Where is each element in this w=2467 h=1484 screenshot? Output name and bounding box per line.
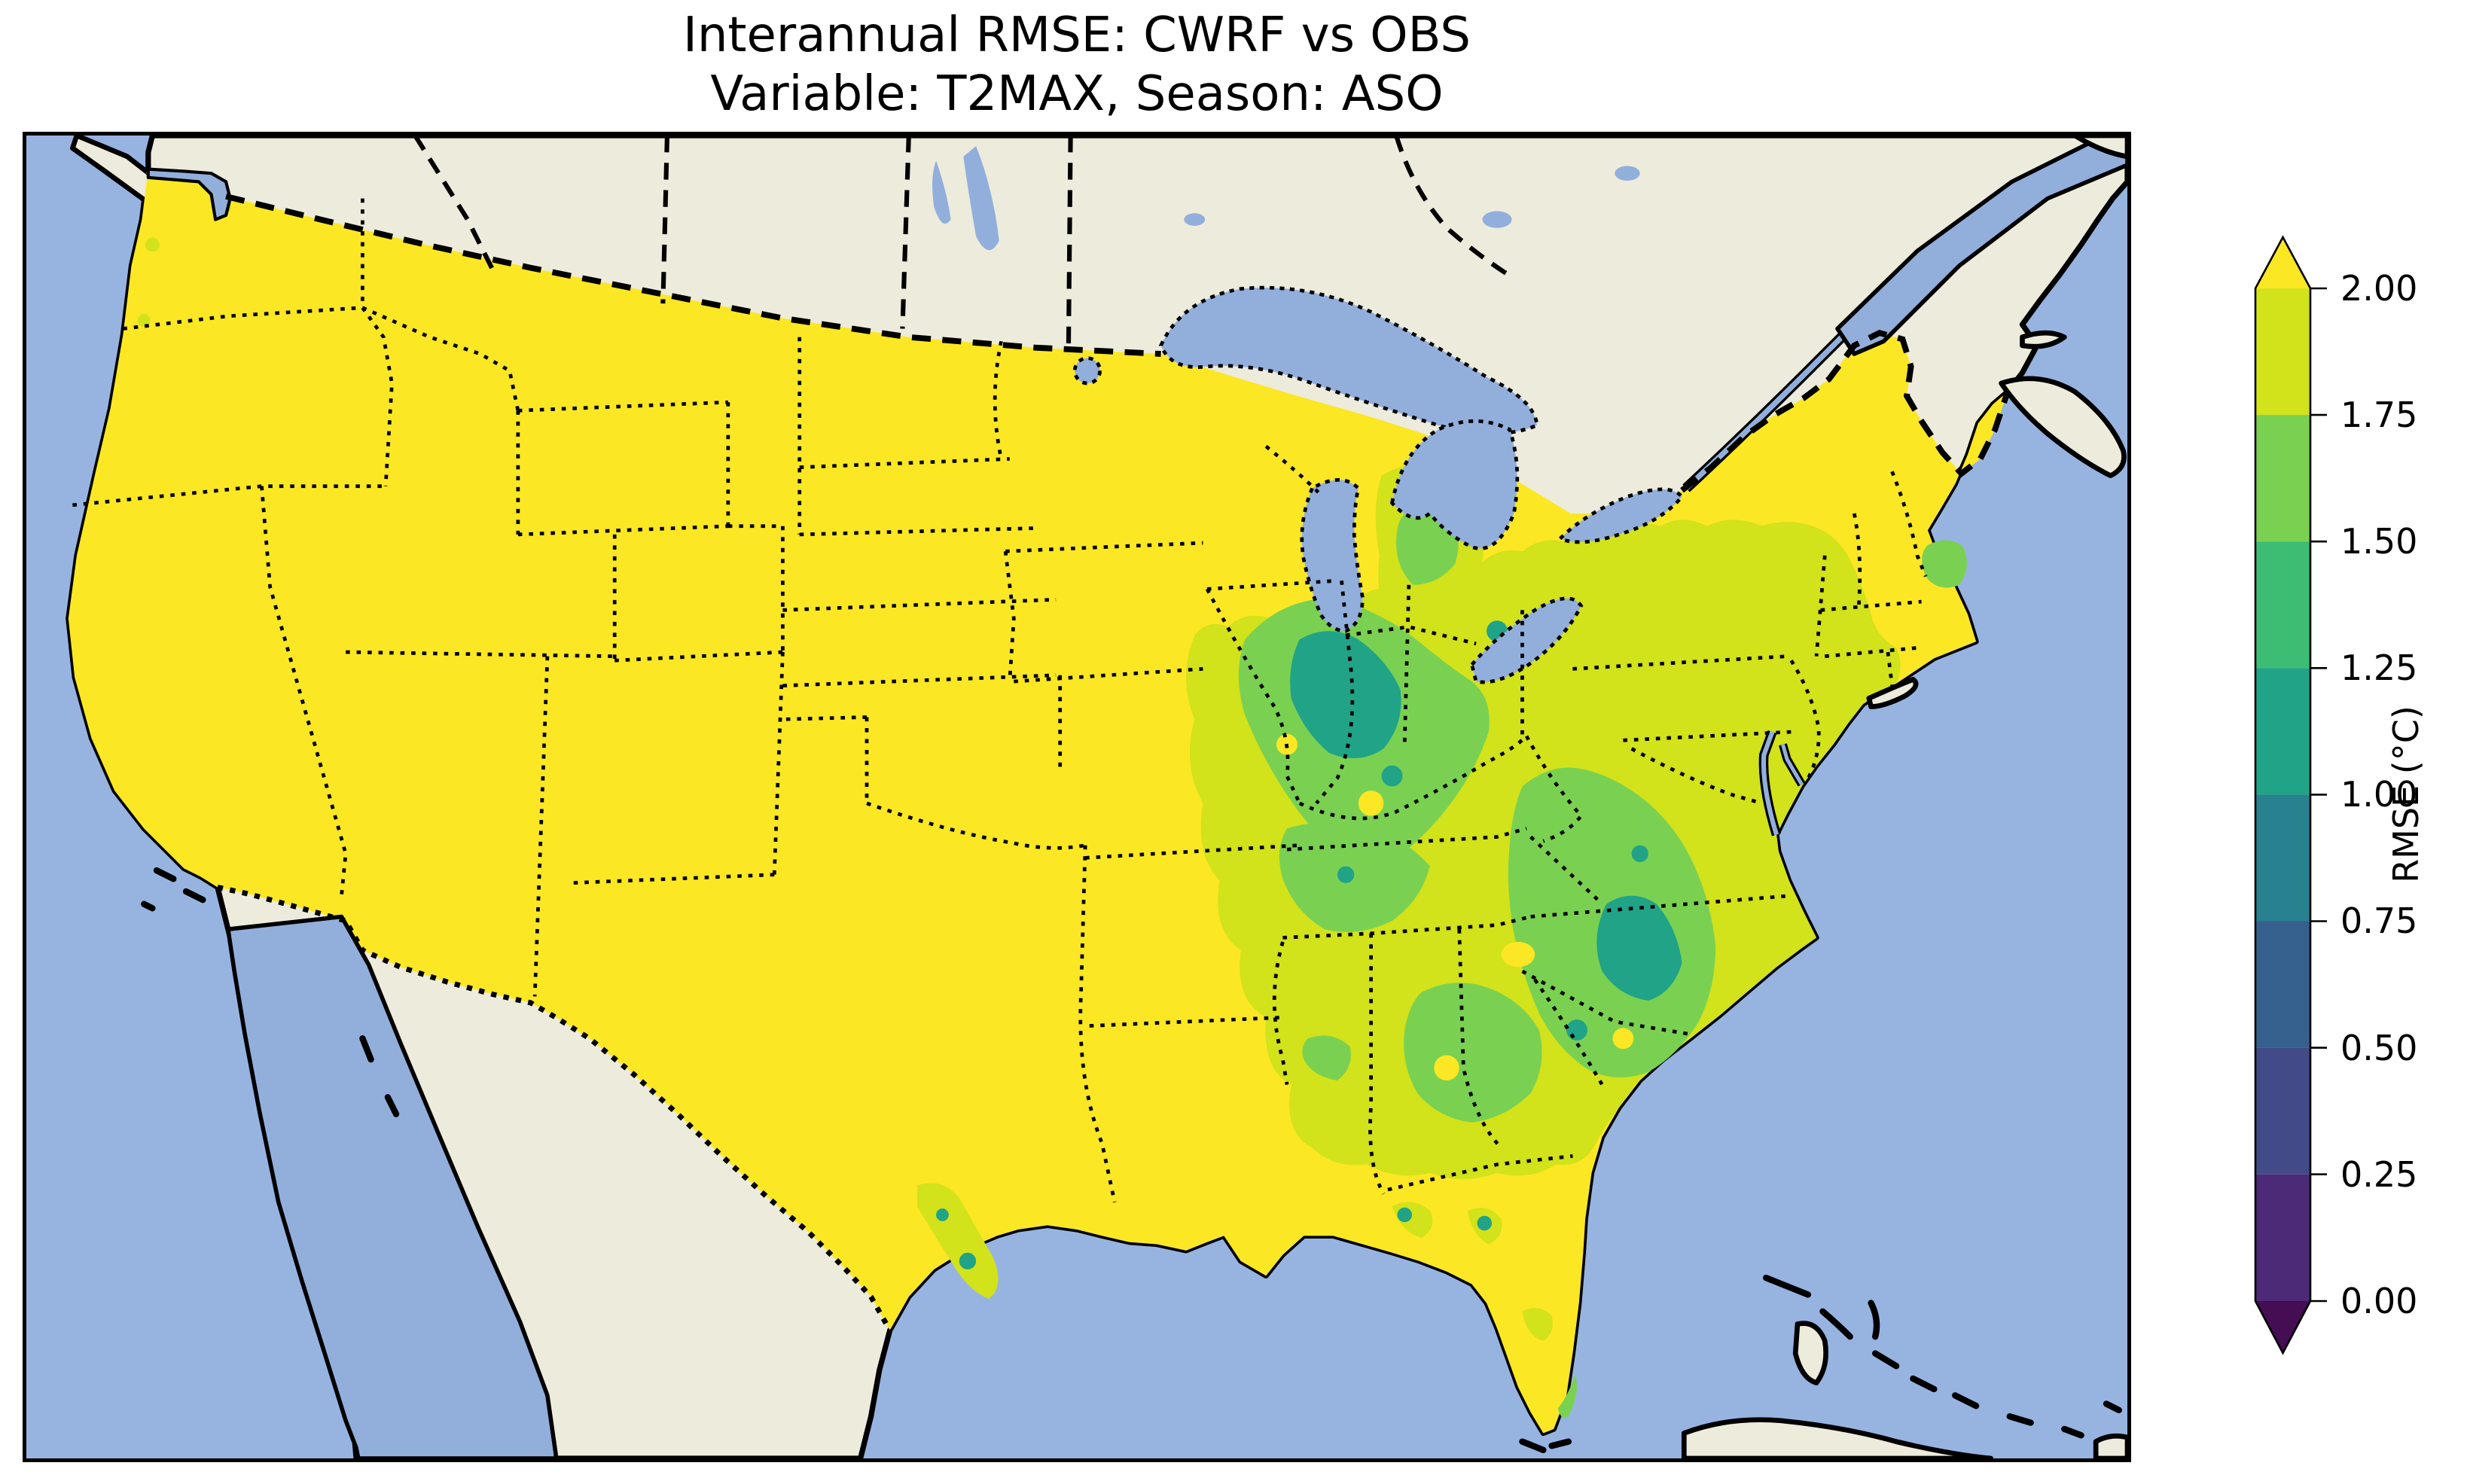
- chesapeake-bay: [1761, 730, 1779, 836]
- cb-tick-2.00: 2.00: [2340, 268, 2418, 309]
- colorbar: [2254, 235, 2327, 1355]
- map-panel: [23, 132, 2131, 1462]
- canada-lake-3: [1184, 213, 1206, 226]
- cb-seg-0p00-0p25: [2255, 1174, 2310, 1301]
- colorbar-arrow-over: [2255, 237, 2310, 288]
- lake-winnipeg: [963, 145, 999, 251]
- map-svg: [26, 136, 2127, 1458]
- canada-lake-2: [1615, 166, 1640, 181]
- cb-tick-1.75: 1.75: [2340, 395, 2418, 435]
- state-borders: [72, 198, 1928, 1203]
- canada-lake-1: [1482, 211, 1512, 228]
- colorbar-ticks: [2310, 287, 2327, 1303]
- lake-ontario: [1557, 487, 1685, 544]
- cb-seg-1p25-1p50: [2255, 541, 2310, 669]
- contour-patch-fl-peninsula: [1522, 1308, 1553, 1341]
- cb-seg-1p75-2p00: [2255, 288, 2310, 416]
- contour-dot-ky-teal: [1381, 765, 1403, 787]
- cb-seg-0p25-0p50: [2255, 1047, 2310, 1175]
- contour-dot-tn-teal: [1337, 866, 1355, 883]
- prince-edward-island: [2020, 330, 2067, 349]
- lake-erie: [1469, 596, 1584, 684]
- cb-tick-0.00: 0.00: [2340, 1281, 2418, 1321]
- prov-border-sk-mb: [900, 136, 911, 329]
- nova-scotia: [1999, 376, 2127, 479]
- contour-dot-tx-coast-1: [959, 1252, 977, 1269]
- lake-of-the-woods: [1072, 356, 1102, 385]
- figure-title: Interannual RMSE: CWRF vs OBS Variable: …: [23, 6, 2131, 123]
- lake-michigan: [1300, 478, 1365, 633]
- lake-superior: [1159, 285, 1539, 436]
- prov-border-mb-on: [1066, 136, 1073, 355]
- lake-huron: [1389, 419, 1520, 550]
- yellow-pocket-3: [1434, 1055, 1459, 1080]
- prov-border-bc-ab: [413, 136, 496, 271]
- colorbar-axis-label: RMSE (°C): [2386, 705, 2426, 883]
- contour-patch-wa-coast-1: [145, 237, 160, 252]
- yellow-pocket-2: [1501, 941, 1535, 967]
- us-canada-border-east: [1680, 329, 2011, 493]
- cb-tick-1.50: 1.50: [2340, 521, 2418, 562]
- newfoundland-corner: [2072, 136, 2127, 160]
- cb-tick-1.00: 1.00: [2340, 774, 2418, 815]
- cb-tick-0.25: 0.25: [2340, 1154, 2418, 1195]
- cb-tick-1.25: 1.25: [2340, 648, 2418, 688]
- delaware-bay: [1781, 744, 1804, 786]
- cb-seg-0p50-0p75: [2255, 921, 2310, 1048]
- puget-sound: [146, 167, 232, 221]
- prov-border-on-qc: [1394, 136, 1515, 281]
- prov-border-ab-sk: [660, 136, 670, 304]
- colorbar-arrow-under: [2255, 1301, 2310, 1353]
- contour-dot-gulf-2: [1477, 1215, 1493, 1231]
- contour-core-carolinas-teal: [1596, 895, 1682, 1001]
- yellow-pocket-5: [1612, 1028, 1634, 1050]
- hispaniola-corner: [2093, 1433, 2127, 1458]
- contour-dot-gulf-1: [1397, 1207, 1413, 1223]
- title-line-2: Variable: T2MAX, Season: ASO: [710, 66, 1444, 123]
- cb-seg-1p00-1p25: [2255, 668, 2310, 795]
- contour-patch-ms-la-green: [1302, 1035, 1351, 1080]
- contour-patch-ne-coast-green: [1922, 540, 1967, 588]
- contour-dot-sc-teal: [1566, 1019, 1587, 1041]
- cuba: [1681, 1417, 1993, 1458]
- us-canada-border-west: [225, 193, 1161, 357]
- contour-dot-va-teal: [1631, 845, 1648, 862]
- contour-patch-wa-coast-2: [137, 314, 151, 327]
- lake-winnipegosis: [932, 160, 951, 224]
- gulf-california-islands: [359, 1035, 400, 1117]
- cb-tick-0.75: 0.75: [2340, 900, 2418, 941]
- contour-dot-tx-coast-2: [936, 1208, 949, 1221]
- cb-seg-0p75-1p00: [2255, 794, 2310, 922]
- contour-band-ga-al-green: [1404, 983, 1542, 1123]
- cb-seg-1p50-1p75: [2255, 415, 2310, 542]
- channel-islands: [141, 867, 206, 912]
- contour-band-tn-ky-green: [1279, 821, 1430, 932]
- title-line-1: Interannual RMSE: CWRF vs OBS: [682, 8, 1471, 63]
- cb-tick-0.50: 0.50: [2340, 1028, 2418, 1068]
- yellow-pocket-1: [1358, 791, 1384, 816]
- gulf-of-california: [226, 914, 558, 1458]
- st-lawrence-river: [1684, 331, 1848, 491]
- bahamas-islands: [1762, 1274, 2123, 1439]
- gulf-of-st-lawrence: [1835, 136, 2127, 356]
- andros-island: [1792, 1321, 1828, 1385]
- long-island: [1866, 676, 1919, 709]
- us-mexico-border: [217, 885, 892, 1332]
- contour-core-il-in-teal: [1290, 631, 1401, 759]
- florida-keys: [1519, 1438, 1572, 1454]
- contour-patch-miami-green: [1557, 1374, 1578, 1418]
